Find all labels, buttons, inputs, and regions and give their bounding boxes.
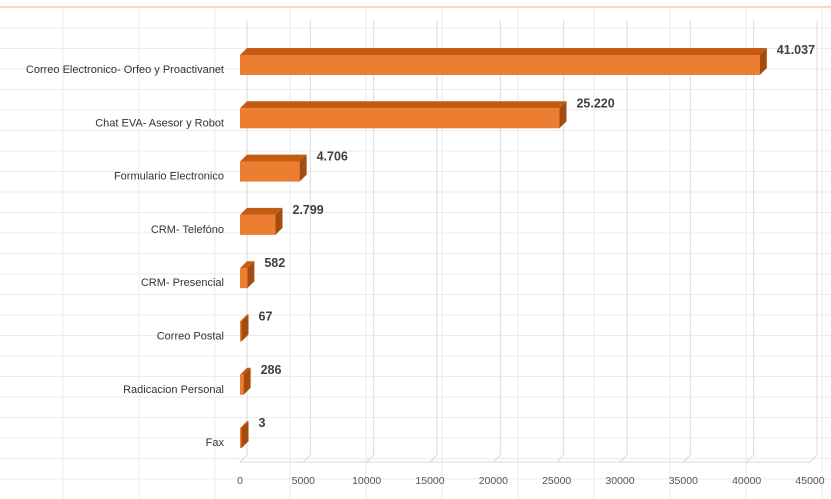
bar-side-face: [759, 48, 767, 75]
bar: [240, 207, 283, 235]
bar-top-face: [240, 314, 249, 322]
value-label: 2.799: [292, 203, 323, 217]
category-label: CRM- Telefóno: [151, 224, 224, 236]
bar-side-face: [299, 154, 307, 182]
value-label: 286: [261, 363, 282, 377]
gridline-floor: [619, 454, 628, 463]
bar: [240, 367, 251, 395]
gridline-floor: [556, 454, 565, 463]
bar-top-face: [240, 207, 283, 215]
value-label: 41.037: [777, 43, 815, 57]
category-label: Correo Electronico- Orfeo y Proactivanet: [26, 64, 224, 76]
bar-front-face: [240, 108, 560, 129]
bar-front-face: [240, 161, 300, 182]
bar-side-face: [241, 314, 249, 342]
bar-top-face: [240, 48, 767, 55]
value-label: 67: [259, 310, 273, 324]
gridline-floor: [682, 454, 691, 463]
bar-top-face: [240, 421, 249, 429]
tick-label: 45000: [795, 475, 824, 487]
bar-side-face: [275, 207, 283, 235]
background-cell-grid: [0, 8, 831, 499]
bar-side-face: [241, 421, 249, 449]
bar-front-face: [240, 374, 244, 395]
category-labels: Correo Electronico- Orfeo y Proactivanet…: [26, 64, 225, 449]
bar-front-face: [240, 268, 248, 289]
tick-label: 20000: [479, 475, 508, 487]
tick-label: 25000: [542, 475, 571, 487]
tick-label: 35000: [669, 475, 698, 487]
bar-top-face: [240, 101, 567, 109]
bars: [240, 48, 767, 449]
bar-front-face: [240, 321, 242, 342]
category-label: Radicacion Personal: [123, 384, 224, 396]
category-label: CRM- Presencial: [141, 277, 224, 289]
x-axis-tick-labels: 0 5000 10000 15000 20000 25000 30000 35000 40000…: [237, 475, 825, 487]
category-label: Fax: [206, 437, 225, 449]
bar: [240, 48, 767, 75]
bar-front-face: [240, 214, 276, 235]
bar-side-face: [247, 261, 255, 289]
tick-label: 40000: [732, 475, 761, 487]
bar: [240, 101, 567, 129]
bar-front-face: [240, 55, 760, 75]
value-labels: 41.037 25.220 4.706 2.799 582 67 286 3: [259, 43, 816, 430]
gridline-floor: [429, 454, 438, 463]
bar-top-face: [240, 261, 255, 269]
gridline-floor: [492, 454, 501, 463]
tick-label: 10000: [352, 475, 381, 487]
category-label: Chat EVA- Asesor y Robot: [95, 117, 224, 129]
category-label: Correo Postal: [157, 331, 224, 343]
gridline-floor: [366, 454, 375, 463]
bar: [240, 261, 255, 289]
gridline-floor: [809, 454, 818, 463]
tick-label: 30000: [605, 475, 634, 487]
gridline-floor: [746, 454, 755, 463]
value-label: 582: [264, 256, 285, 270]
bar: [240, 421, 249, 449]
value-label: 25.220: [576, 96, 614, 110]
bar: [240, 154, 307, 182]
bar: [240, 314, 249, 342]
bar-side-face: [243, 367, 251, 395]
bar-top-face: [240, 154, 307, 162]
bar-top-face: [240, 367, 251, 375]
tick-label: 0: [237, 475, 243, 487]
bar-front-face: [240, 428, 242, 449]
bar-side-face: [559, 101, 567, 129]
vertical-gridlines: [239, 20, 818, 463]
value-label: 4.706: [317, 150, 348, 164]
tick-label: 15000: [415, 475, 444, 487]
category-label: Formulario Electronico: [114, 171, 224, 183]
value-label: 3: [259, 416, 266, 430]
gridline-floor: [302, 454, 311, 463]
tick-label: 5000: [292, 475, 316, 487]
gridline-floor: [239, 454, 248, 463]
